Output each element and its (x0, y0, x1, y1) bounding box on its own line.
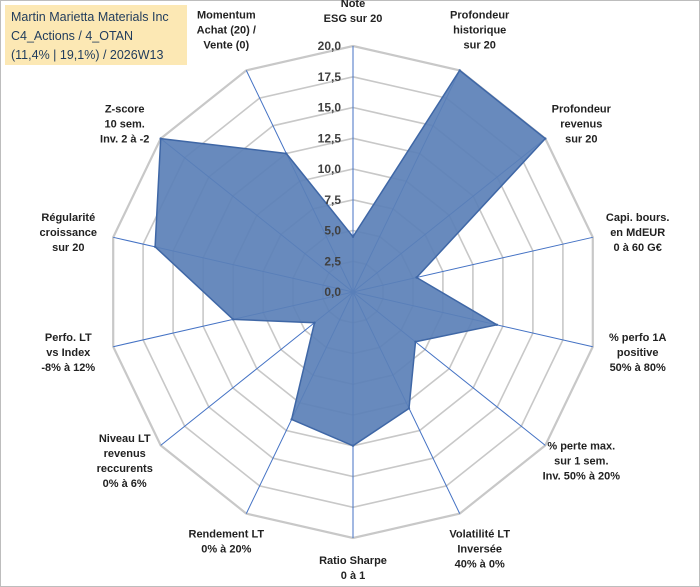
axis-label-11: Régularité croissance sur 20 (40, 212, 97, 254)
axis-label-line: 0 à 1 (341, 570, 365, 582)
axis-label-13: Momentum Achat (20) / Vente (0) (197, 10, 256, 52)
series-point-11 (153, 245, 157, 248)
title-stats: (11,4% | 19,1%) / 2026W13 (11, 48, 164, 62)
axis-label-line: Ratio Sharpe (319, 555, 387, 567)
axis-label-4: % perfo 1A positive 50% à 80% (609, 332, 667, 374)
axis-label-line: sur 20 (52, 242, 84, 254)
axis-label-line: Capi. bours. (606, 212, 670, 224)
axis-label-7: Ratio Sharpe 0 à 1 (319, 555, 387, 582)
title-category: C4_Actions / 4_OTAN (11, 29, 134, 43)
axis-label-line: Achat (20) / (197, 25, 256, 37)
axis-label-line: reccurents (97, 463, 153, 475)
series-point-3 (415, 276, 418, 279)
axis-label-10: Perfo. LT vs Index -8% à 12% (41, 332, 95, 374)
axis-label-line: Z-score (105, 104, 145, 116)
axis-label-line: -8% à 12% (41, 362, 95, 374)
axis-label-line: historique (453, 25, 506, 37)
tick-label-layer: 0,0 2,5 5,0 7,5 10,0 12,5 15,0 17,5 20,0 (318, 39, 342, 299)
tick-label-1: 2,5 (324, 254, 341, 268)
series-point-7 (351, 444, 355, 447)
tick-label-8: 20,0 (318, 39, 342, 53)
axis-label-line: en MdEUR (610, 227, 665, 239)
series-point-6 (407, 407, 411, 410)
series-area (154, 69, 547, 447)
axis-label-5: % perte max. sur 1 sem. Inv. 50% à 20% (543, 440, 621, 482)
axis-label-line: Momentum (197, 10, 256, 22)
axis-label-line: revenus (560, 119, 602, 131)
axis-label-line: 0% à 20% (201, 543, 251, 555)
chart-title-box: Martin Marietta Materials Inc C4_Actions… (5, 5, 187, 65)
axis-label-line: positive (617, 347, 659, 359)
axis-label-line: sur 20 (565, 134, 597, 146)
tick-label-6: 15,0 (318, 101, 342, 115)
series-point-0 (351, 235, 355, 238)
series-point-9 (313, 321, 316, 324)
axis-label-line: 50% à 80% (610, 362, 666, 374)
axis-label-line: revenus (104, 448, 146, 460)
axis-label-line: Profondeur (450, 10, 510, 22)
axis-label-line: Perfo. LT (45, 332, 92, 344)
axis-label-6: Volatilité LT Inversée 40% à 0% (449, 528, 510, 570)
axis-label-line: sur 1 sem. (554, 455, 608, 467)
axis-label-line: 0 à 60 G€ (614, 242, 662, 254)
axis-label-line: 40% à 0% (455, 558, 505, 570)
axis-label-line: 0% à 6% (103, 478, 147, 490)
axis-label-layer: Note ESG sur 20 Profondeur historique sur 20… (40, 0, 670, 582)
series-point-5 (414, 340, 417, 343)
axis-label-line: Rendement LT (189, 528, 265, 540)
series-point-12 (159, 137, 162, 140)
tick-label-5: 12,5 (318, 131, 342, 145)
series-point-13 (285, 152, 288, 155)
axis-label-3: Capi. bours. en MdEUR 0 à 60 G€ (606, 212, 670, 254)
axis-label-line: Régularité (41, 212, 95, 224)
axis-label-8: Rendement LT 0% à 20% (189, 528, 265, 555)
series-layer (153, 69, 547, 447)
tick-label-4: 10,0 (318, 162, 342, 176)
tick-label-7: 17,5 (318, 70, 342, 84)
axis-label-2: Profondeur revenus sur 20 (552, 104, 612, 146)
axis-label-line: ESG sur 20 (324, 13, 383, 25)
axis-label-line: croissance (40, 227, 97, 239)
axis-label-line: vs Index (46, 347, 91, 359)
axis-label-9: Niveau LT revenus reccurents 0% à 6% (97, 433, 153, 490)
axis-label-line: Inv. 50% à 20% (543, 470, 621, 482)
axis-label-line: 10 sem. (105, 119, 145, 131)
axis-label-line: Inversée (457, 543, 502, 555)
axis-label-line: Vente (0) (203, 40, 249, 52)
tick-label-0: 0,0 (324, 285, 341, 299)
series-point-2 (544, 137, 547, 140)
axis-label-line: sur 20 (463, 40, 495, 52)
series-point-1 (458, 69, 461, 72)
series-point-10 (231, 318, 235, 321)
tick-label-2: 5,0 (324, 224, 341, 238)
axis-label-line: Niveau LT (99, 433, 151, 445)
tick-label-3: 7,5 (324, 193, 341, 207)
axis-label-line: Volatilité LT (449, 528, 510, 540)
axis-label-1: Profondeur historique sur 20 (450, 10, 510, 52)
axis-label-line: Note (341, 0, 365, 10)
axis-label-line: % perfo 1A (609, 332, 667, 344)
axis-label-line: Profondeur (552, 104, 612, 116)
axis-label-line: % perte max. (547, 440, 615, 452)
axis-label-12: Z-score 10 sem. Inv. 2 à -2 (100, 104, 149, 146)
series-point-4 (495, 323, 499, 326)
title-company: Martin Marietta Materials Inc (11, 10, 169, 24)
series-point-8 (290, 418, 293, 421)
axis-label-line: Inv. 2 à -2 (100, 134, 149, 146)
axis-label-0: Note ESG sur 20 (324, 0, 383, 25)
